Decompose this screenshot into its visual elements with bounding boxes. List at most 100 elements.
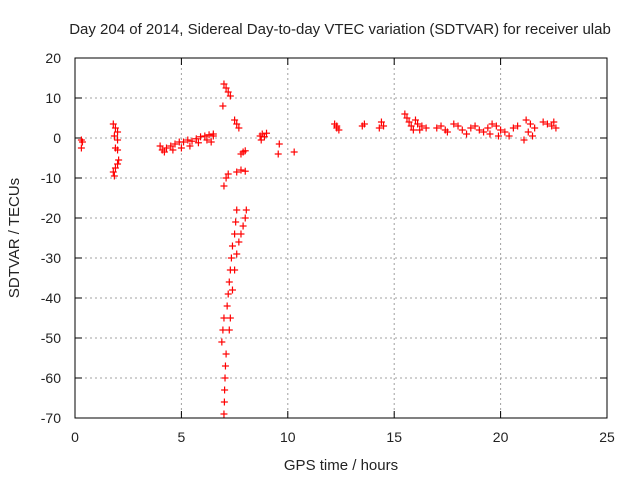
data-point [194,139,202,147]
x-axis-label: GPS time / hours [284,457,398,474]
data-point [110,172,118,180]
data-point [171,140,179,148]
data-point [232,218,240,226]
data-point [539,118,547,126]
data-point [115,156,123,164]
data-point [414,120,422,128]
data-point [407,122,415,130]
data-point [180,138,188,146]
data-point [522,116,530,124]
data-point [224,290,232,298]
data-point [467,124,475,132]
data-point [111,124,119,132]
data-point [275,140,283,148]
data-point [228,242,236,250]
data-point [422,124,430,132]
data-point [192,135,200,143]
data-point [109,168,117,176]
y-tick-label: -40 [41,290,61,306]
data-point [186,142,194,150]
data-point [274,150,282,158]
data-point [260,133,268,141]
data-point [167,142,175,150]
data-point [219,102,227,110]
data-point [401,110,409,118]
data-point [77,144,85,152]
data-point [475,126,483,134]
data-point [480,128,488,136]
y-tick-label: -30 [41,250,61,266]
data-point [114,128,122,136]
data-point [220,80,228,88]
data-point [437,122,445,130]
data-point [188,137,196,145]
data-point [486,130,494,138]
data-point [163,144,171,152]
y-tick-label: 10 [45,90,61,106]
data-point [224,88,232,96]
data-point [235,238,243,246]
x-tick-label: 10 [280,429,296,445]
data-point [221,374,229,382]
data-point [207,138,215,146]
data-point [177,144,185,152]
data-point [405,118,413,126]
data-point [220,182,228,190]
grid [75,58,607,418]
data-point [524,128,532,136]
data-point [201,132,209,140]
y-tick-label: 20 [45,50,61,66]
data-point [531,124,539,132]
data-point [501,128,509,136]
data-point [380,122,388,130]
data-point [231,266,239,274]
data-point [492,122,500,130]
data-point [450,120,458,128]
tick-labels: 0 5 10 15 20 25 20 10 0 -10 -20 -30 -40 -50 -60 -70 [41,50,615,445]
x-tick-label: 20 [493,429,509,445]
data-point [411,116,419,124]
data-point [160,148,168,156]
data-point [242,206,250,214]
data-point [257,136,265,144]
data-point [197,133,205,141]
data-point [169,146,177,154]
data-point [219,326,227,334]
data-point [225,278,233,286]
data-point [227,254,235,262]
data-point [403,114,411,122]
data-point [231,116,239,124]
y-tick-label: -50 [41,330,61,346]
data-point [239,222,247,230]
data-point [220,410,228,418]
data-point [184,136,192,144]
data-point [225,326,233,334]
data-point [110,132,118,140]
data-point [416,126,424,134]
data-point [526,120,534,128]
data-point [550,118,558,126]
data-point [233,206,241,214]
data-point [109,120,117,128]
data-point [221,362,229,370]
chart-title: Day 204 of 2014, Sidereal Day-to-day VTE… [69,21,611,38]
axis-ticks [74,57,608,419]
data-point [114,160,122,168]
data-point [514,122,522,130]
data-point [78,138,86,146]
data-point [241,147,249,155]
data-points [77,80,560,418]
data-point [222,174,230,182]
x-tick-label: 0 [71,429,79,445]
data-point [497,126,505,134]
data-point [218,338,226,346]
data-point [226,92,234,100]
data-point [263,129,271,137]
data-point [509,124,517,132]
data-point [114,146,122,154]
data-point [223,302,231,310]
data-point [333,122,341,130]
data-point [224,170,232,178]
y-tick-label: -10 [41,170,61,186]
data-point [237,230,245,238]
